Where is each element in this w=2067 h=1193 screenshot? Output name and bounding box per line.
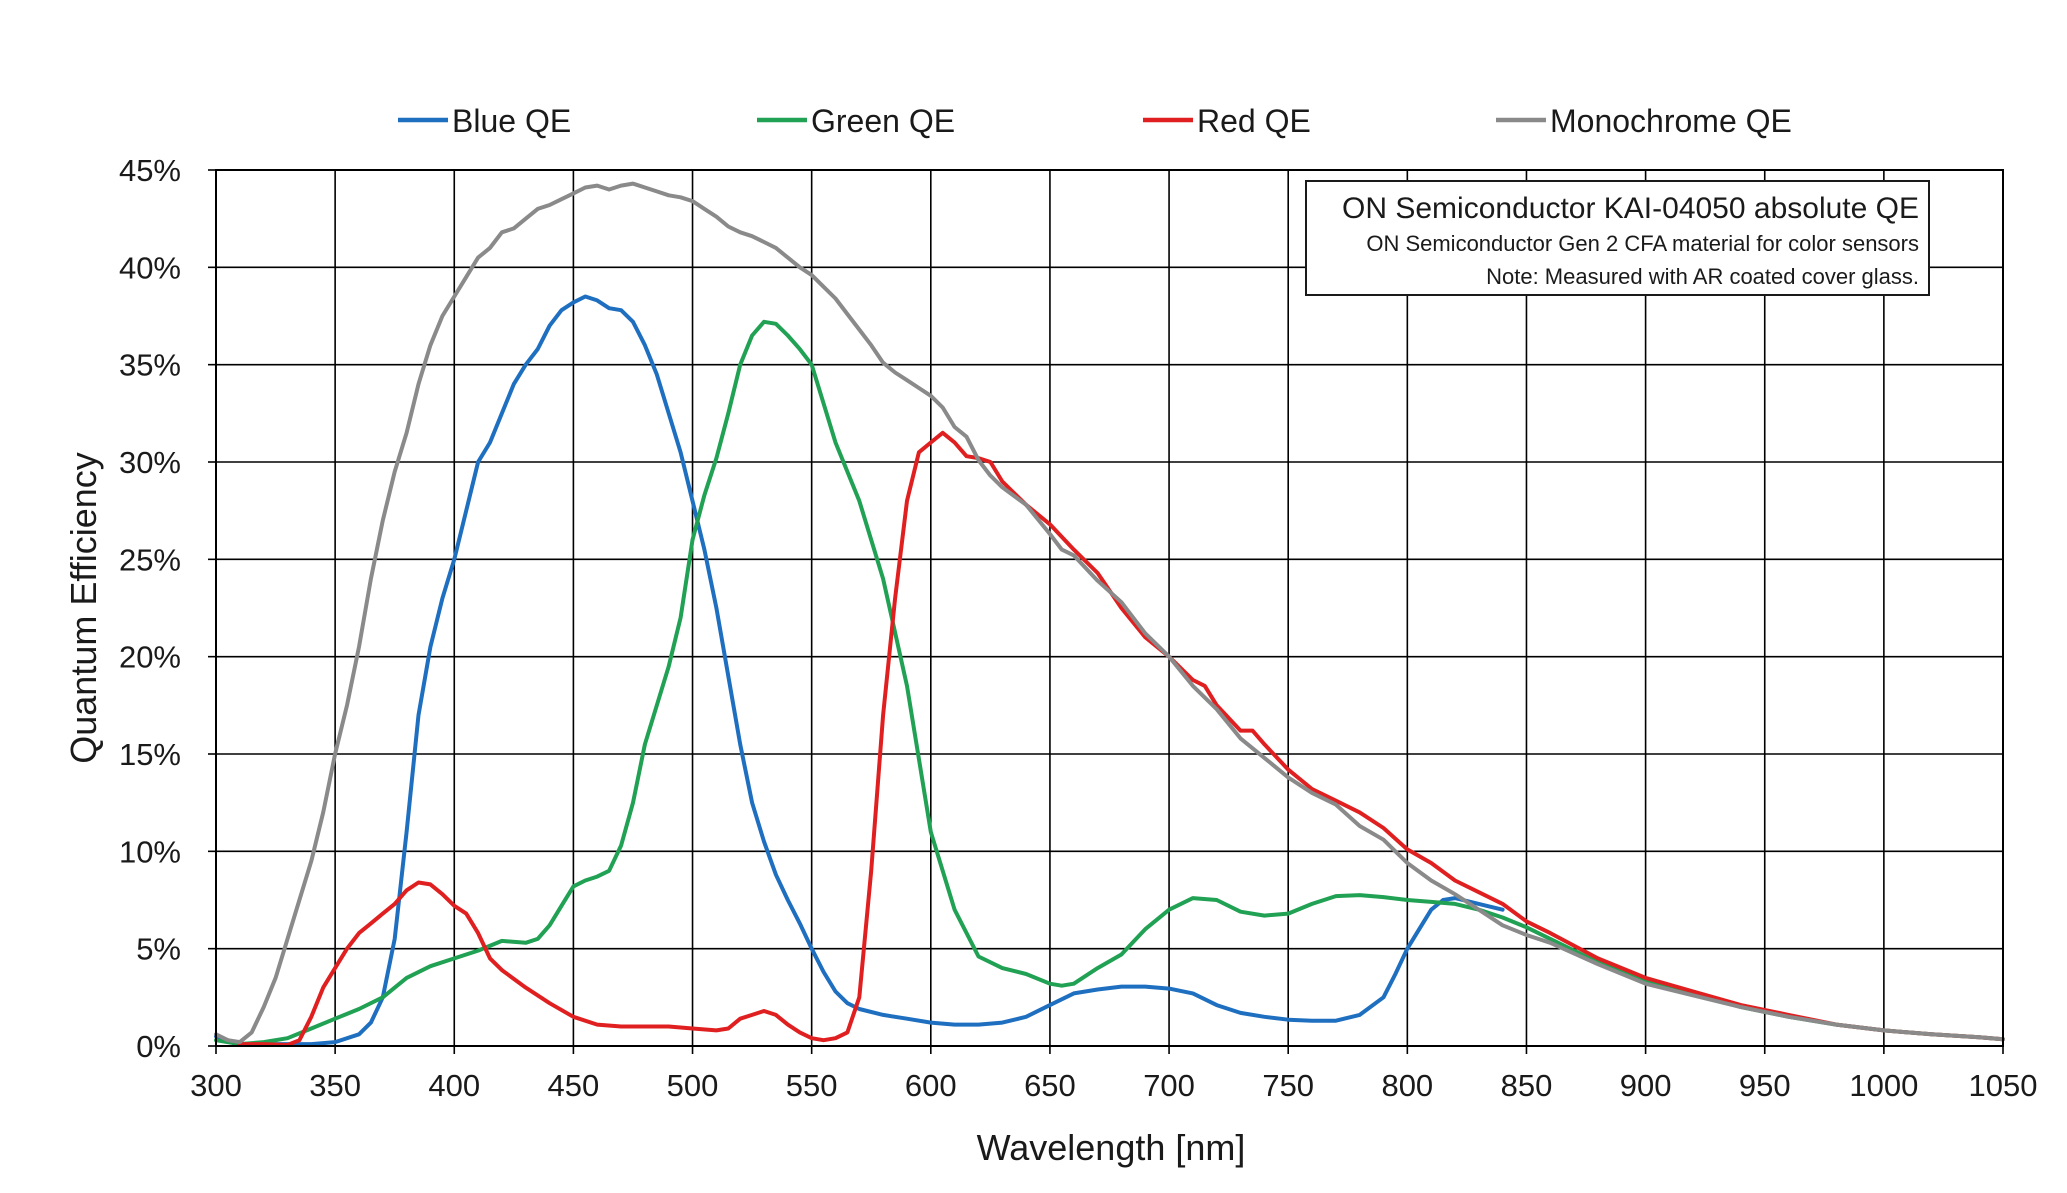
x-tick-label: 1000 (1849, 1068, 1918, 1103)
x-tick-label: 300 (190, 1068, 242, 1103)
legend: Blue QE Green QE Red QE Monochrome QE (398, 103, 1792, 139)
x-tick-label: 600 (905, 1068, 957, 1103)
y-tick-label: 20% (119, 640, 181, 675)
annotation-line-2: Note: Measured with AR coated cover glas… (1486, 264, 1919, 289)
legend-label: Blue QE (452, 103, 571, 139)
x-tick-label: 1050 (1969, 1068, 2038, 1103)
legend-label: Red QE (1197, 103, 1311, 139)
annotation-box: ON Semiconductor KAI-04050 absolute QE O… (1305, 180, 1930, 296)
x-tick-label: 950 (1739, 1068, 1791, 1103)
plot-area-frame (215, 169, 2004, 1047)
y-tick-label: 35% (119, 348, 181, 383)
series-lines (214, 181, 2005, 1047)
legend-label: Green QE (811, 103, 955, 139)
y-tick-label: 15% (119, 737, 181, 772)
series-line-green-qe (214, 319, 2005, 1047)
x-tick-label: 800 (1381, 1068, 1433, 1103)
x-axis-title: Wavelength [nm] (977, 1127, 1246, 1168)
annotation-line-1: ON Semiconductor Gen 2 CFA material for … (1366, 231, 1919, 256)
x-tick-label: 650 (1024, 1068, 1076, 1103)
x-tick-label: 900 (1620, 1068, 1672, 1103)
x-tick-label: 750 (1262, 1068, 1314, 1103)
x-tick-label: 350 (309, 1068, 361, 1103)
x-tick-label: 450 (548, 1068, 600, 1103)
y-axis-title: Quantum Efficiency (63, 452, 104, 763)
x-tick-label: 550 (786, 1068, 838, 1103)
legend-label: Monochrome QE (1550, 103, 1792, 139)
x-tick-label: 400 (428, 1068, 480, 1103)
series-line-red-qe (237, 430, 2005, 1047)
series-line-monochrome-qe (214, 181, 2005, 1045)
y-tick-label: 30% (119, 445, 181, 480)
y-tick-label: 45% (119, 153, 181, 188)
x-tick-label: 700 (1143, 1068, 1195, 1103)
y-tick-label: 0% (136, 1029, 181, 1064)
y-tick-label: 40% (119, 250, 181, 285)
annotation-title: ON Semiconductor KAI-04050 absolute QE (1342, 192, 1919, 225)
grid (215, 169, 2004, 1047)
series-line-blue-qe (214, 294, 1505, 1047)
x-tick-label: 850 (1501, 1068, 1553, 1103)
x-axis-ticks: 300 350 400 450 500 550 600 650 700 750 800 850 900 9… (190, 1046, 2037, 1103)
y-tick-label: 5% (136, 932, 181, 967)
y-tick-label: 10% (119, 834, 181, 869)
x-tick-label: 500 (667, 1068, 719, 1103)
y-axis-ticks: 0% 5% 10% 15% 20% 25% 30% 35% 40% 45% (119, 153, 216, 1064)
y-tick-label: 25% (119, 542, 181, 577)
